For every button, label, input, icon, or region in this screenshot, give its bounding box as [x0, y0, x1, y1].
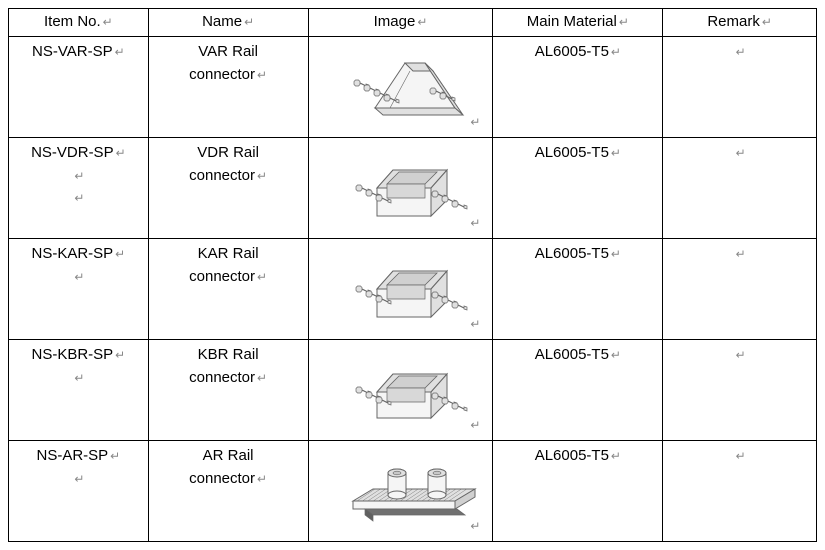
pilcrow-icon: ↵: [470, 317, 480, 331]
name-line2: connector: [189, 369, 255, 386]
material-text: AL6005-T5: [535, 346, 609, 363]
header-image: Image↵: [308, 9, 493, 37]
cell-remark: ↵: [663, 37, 817, 138]
cell-name: AR Rail connector↵: [148, 441, 308, 542]
cell-image: ↵: [308, 441, 493, 542]
itemno-text: NS-VAR-SP: [32, 43, 113, 60]
name-line2: connector: [189, 66, 255, 83]
cell-material: AL6005-T5↵: [493, 239, 663, 340]
cell-image: ↵: [308, 239, 493, 340]
table-row: NS-KBR-SP↵↵KBR Railconnector↵: [9, 340, 817, 441]
header-remark: Remark↵: [663, 9, 817, 37]
cell-name: KBR Rail connector↵: [148, 340, 308, 441]
pilcrow-icon: ↵: [619, 15, 629, 29]
cell-itemno: NS-KBR-SP↵↵: [9, 340, 149, 441]
cell-image: ↵: [308, 37, 493, 138]
pilcrow-icon: ↵: [470, 418, 480, 432]
cell-name: VAR Rail connector↵: [148, 37, 308, 138]
itemno-text: NS-AR-SP: [36, 447, 108, 464]
name-line2: connector: [189, 167, 255, 184]
cell-itemno: NS-VDR-SP↵↵↵: [9, 138, 149, 239]
cell-name: VDR Rail connector↵: [148, 138, 308, 239]
pilcrow-icon: ↵: [115, 348, 125, 362]
pilcrow-icon: ↵: [110, 449, 120, 463]
table-row: NS-VAR-SP↵VAR Railconnector↵: [9, 37, 817, 138]
cell-itemno: NS-KAR-SP↵↵: [9, 239, 149, 340]
pilcrow-icon: ↵: [257, 270, 267, 284]
name-line1: VDR Rail: [197, 144, 259, 161]
material-text: AL6005-T5: [535, 245, 609, 262]
cell-image: ↵: [308, 340, 493, 441]
pilcrow-icon: ↵: [115, 45, 125, 59]
pilcrow-icon: ↵: [470, 519, 480, 533]
name-line1: KBR Rail: [198, 346, 259, 363]
pilcrow-icon: ↵: [74, 472, 84, 486]
header-itemno: Item No.↵: [9, 9, 149, 37]
pilcrow-icon: ↵: [74, 169, 84, 183]
cell-material: AL6005-T5↵: [493, 37, 663, 138]
pilcrow-icon: ↵: [736, 348, 746, 362]
cell-material: AL6005-T5↵: [493, 340, 663, 441]
itemno-text: NS-KAR-SP: [31, 245, 113, 262]
pilcrow-icon: ↵: [611, 45, 621, 59]
connector-image-kar: [315, 245, 485, 333]
pilcrow-icon: ↵: [74, 191, 84, 205]
name-line1: VAR Rail: [198, 43, 258, 60]
pilcrow-icon: ↵: [736, 146, 746, 160]
material-text: AL6005-T5: [535, 43, 609, 60]
pilcrow-icon: ↵: [257, 68, 267, 82]
material-text: AL6005-T5: [535, 447, 609, 464]
itemno-text: NS-VDR-SP: [31, 144, 114, 161]
pilcrow-icon: ↵: [417, 15, 427, 29]
pilcrow-icon: ↵: [115, 247, 125, 261]
pilcrow-icon: ↵: [470, 115, 480, 129]
name-line1: KAR Rail: [198, 245, 259, 262]
header-material: Main Material↵: [493, 9, 663, 37]
pilcrow-icon: ↵: [257, 169, 267, 183]
connector-image-vdr: [315, 144, 485, 232]
cell-remark: ↵: [663, 441, 817, 542]
cell-material: AL6005-T5↵: [493, 441, 663, 542]
pilcrow-icon: ↵: [103, 15, 113, 29]
cell-itemno: NS-AR-SP↵↵: [9, 441, 149, 542]
table-row: NS-VDR-SP↵↵↵VDR Railconnector↵: [9, 138, 817, 239]
name-line1: AR Rail: [203, 447, 254, 464]
cell-itemno: NS-VAR-SP↵: [9, 37, 149, 138]
name-line2: connector: [189, 470, 255, 487]
pilcrow-icon: ↵: [736, 449, 746, 463]
connector-image-kbr: [315, 346, 485, 434]
pilcrow-icon: ↵: [74, 371, 84, 385]
cell-image: ↵: [308, 138, 493, 239]
pilcrow-icon: ↵: [611, 449, 621, 463]
pilcrow-icon: ↵: [611, 146, 621, 160]
pilcrow-icon: ↵: [116, 146, 126, 160]
cell-remark: ↵: [663, 239, 817, 340]
header-name: Name↵: [148, 9, 308, 37]
connector-image-var: [315, 43, 485, 131]
product-table: Item No.↵ Name↵ Image↵ Main Material↵ Re…: [8, 8, 817, 542]
pilcrow-icon: ↵: [257, 472, 267, 486]
pilcrow-icon: ↵: [74, 270, 84, 284]
itemno-text: NS-KBR-SP: [31, 346, 113, 363]
name-line2: connector: [189, 268, 255, 285]
pilcrow-icon: ↵: [736, 45, 746, 59]
pilcrow-icon: ↵: [611, 348, 621, 362]
material-text: AL6005-T5: [535, 144, 609, 161]
table-row: NS-KAR-SP↵↵KAR Railconnector↵: [9, 239, 817, 340]
cell-name: KAR Rail connector↵: [148, 239, 308, 340]
pilcrow-icon: ↵: [244, 15, 254, 29]
pilcrow-icon: ↵: [257, 371, 267, 385]
table-header-row: Item No.↵ Name↵ Image↵ Main Material↵ Re…: [9, 9, 817, 37]
pilcrow-icon: ↵: [736, 247, 746, 261]
table-body: NS-VAR-SP↵VAR Railconnector↵: [9, 37, 817, 542]
pilcrow-icon: ↵: [611, 247, 621, 261]
table-row: NS-AR-SP↵↵AR Railconnector↵ ↵AL6005-T5↵↵: [9, 441, 817, 542]
cell-remark: ↵: [663, 138, 817, 239]
pilcrow-icon: ↵: [470, 216, 480, 230]
pilcrow-icon: ↵: [762, 15, 772, 29]
cell-material: AL6005-T5↵: [493, 138, 663, 239]
connector-image-ar: [315, 447, 485, 535]
cell-remark: ↵: [663, 340, 817, 441]
